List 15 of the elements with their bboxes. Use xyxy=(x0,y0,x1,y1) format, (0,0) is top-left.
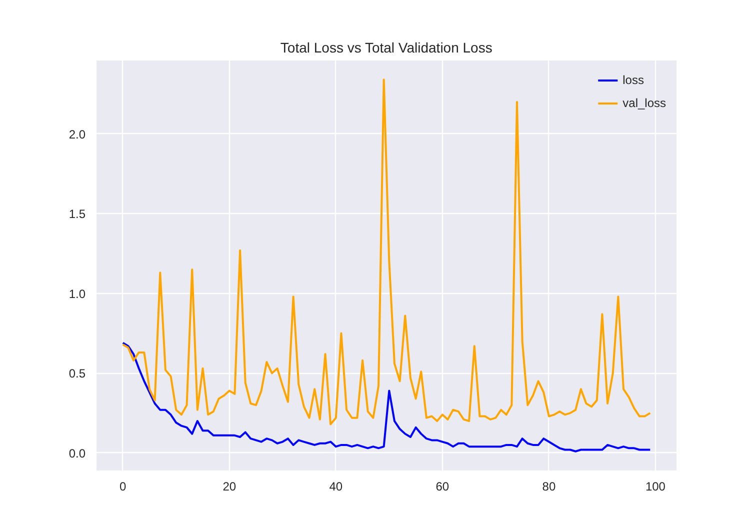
x-tick-label: 80 xyxy=(542,480,556,494)
legend-label: val_loss xyxy=(622,96,666,110)
x-tick-label: 40 xyxy=(329,480,343,494)
x-tick-label: 20 xyxy=(222,480,236,494)
x-tick-label: 0 xyxy=(120,480,127,494)
y-tick-label: 1.0 xyxy=(68,286,86,301)
y-tick-label: 0.0 xyxy=(68,446,86,460)
y-tick-label: 2.0 xyxy=(68,127,86,142)
legend-label: loss xyxy=(622,73,644,87)
y-tick-label: 1.5 xyxy=(68,207,86,222)
y-tick-label: 0.5 xyxy=(68,366,86,381)
x-tick-label: 100 xyxy=(645,480,666,494)
line-series xyxy=(122,342,652,452)
chart-title: Total Loss vs Total Validation Loss xyxy=(280,40,492,56)
x-tick-label: 60 xyxy=(436,480,450,494)
